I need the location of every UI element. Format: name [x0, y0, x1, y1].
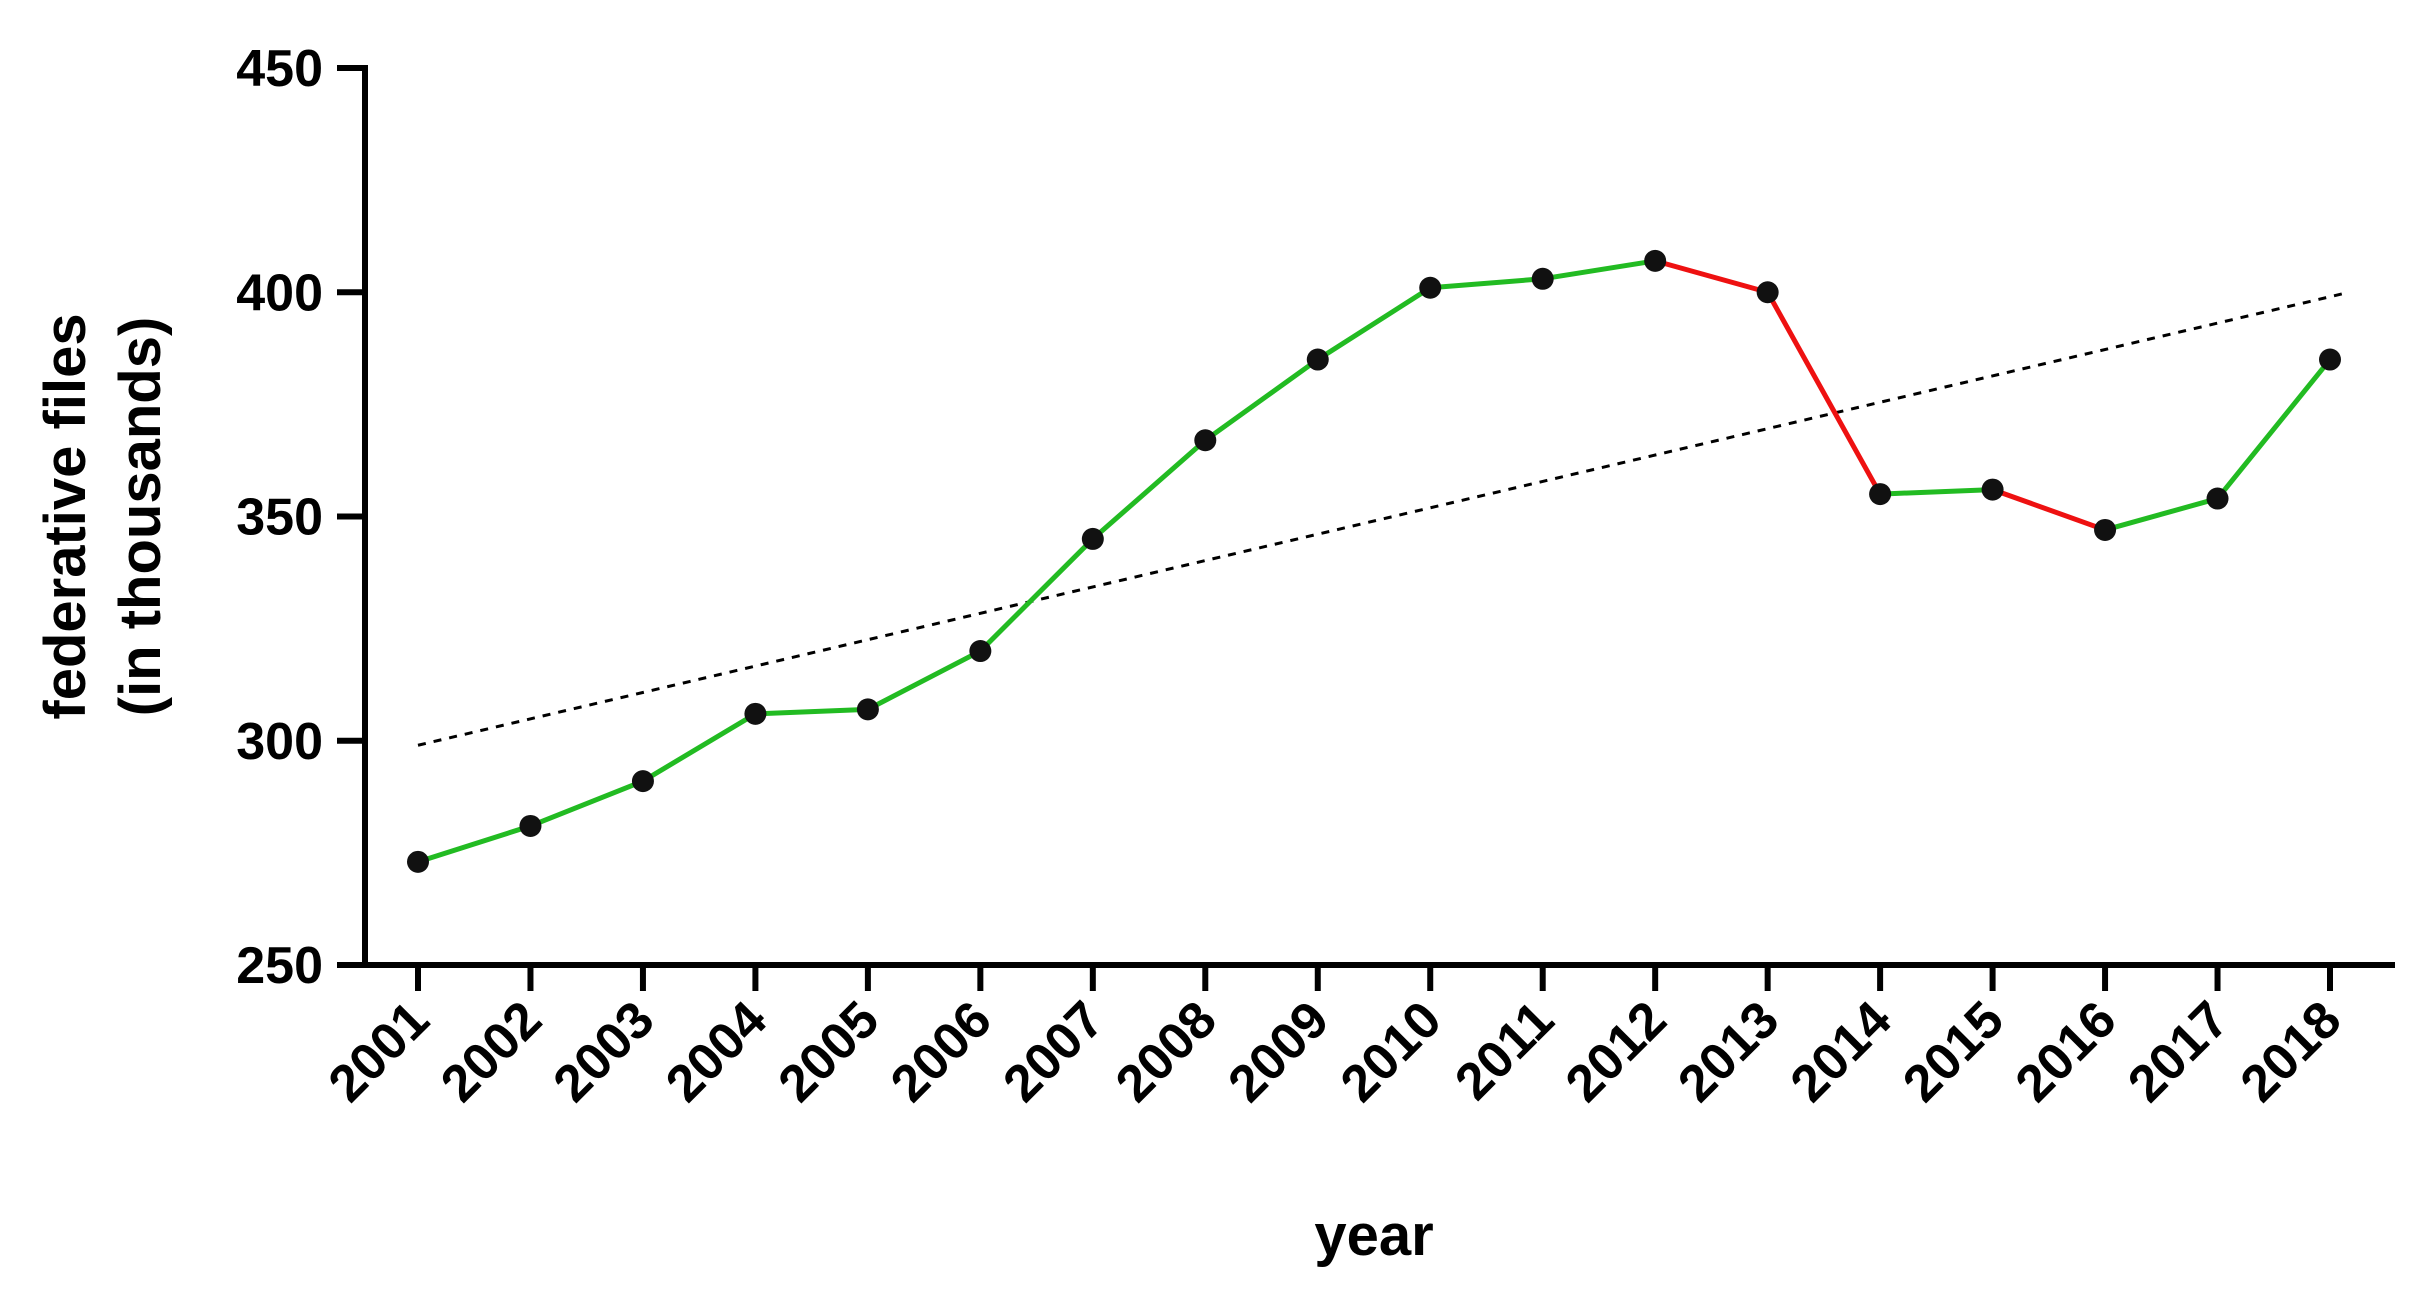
line-segment: [1090, 437, 1208, 542]
x-tick-label: 2014: [1780, 990, 1903, 1113]
line-segment: [977, 536, 1096, 654]
data-point: [1419, 276, 1442, 299]
x-tick-label: 2003: [543, 990, 666, 1113]
x-tick-label: 2009: [1217, 990, 1340, 1113]
x-ticks: 2001200220032004200520062007200820092010…: [318, 965, 2353, 1113]
line-segment: [527, 778, 646, 829]
line-segment: [1202, 357, 1321, 443]
data-point: [1644, 249, 1667, 272]
y-tick-label: 350: [236, 489, 323, 547]
y-tick-label: 250: [236, 937, 323, 995]
x-tick-label: 2015: [1892, 990, 2015, 1113]
data-point: [2319, 348, 2341, 371]
x-tick-label: 2013: [1667, 990, 1790, 1113]
y-axis-title-line-2: (in thousands): [108, 317, 173, 717]
data-point: [1981, 478, 2004, 501]
data-point: [1869, 483, 1892, 506]
data-point: [969, 640, 992, 663]
line-segment: [1540, 258, 1658, 282]
x-tick-label: 2018: [2230, 990, 2353, 1113]
x-tick-label: 2007: [992, 990, 1115, 1113]
x-tick-label: 2012: [1555, 990, 1678, 1113]
y-tick-label: 400: [236, 264, 323, 322]
line-segment: [1877, 487, 1996, 497]
trendline-group: [417, 291, 2349, 747]
line-segment: [640, 711, 758, 784]
line-segment: [1990, 487, 2108, 533]
data-point: [1081, 527, 1104, 550]
line-segment: [1427, 276, 1546, 291]
x-tick-label: 2001: [318, 990, 441, 1113]
x-tick-label: 2016: [2005, 990, 2128, 1113]
data-point: [1306, 348, 1329, 371]
x-tick-label: 2005: [768, 990, 891, 1113]
data-point: [1756, 281, 1779, 304]
line-segment: [865, 648, 983, 712]
x-tick-label: 2004: [655, 990, 778, 1113]
line-segment: [1652, 258, 1771, 295]
y-tick-label: 300: [236, 713, 323, 771]
line-segment: [1765, 289, 1883, 497]
y-tick-label: 450: [236, 40, 323, 98]
data-point: [1194, 429, 1217, 452]
x-tick-label: 2010: [1330, 990, 1453, 1113]
line-segment: [2102, 496, 2221, 533]
x-axis-title: year: [1314, 1203, 1433, 1268]
trendline: [417, 291, 2349, 747]
line-segment: [1315, 285, 1433, 363]
x-tick-label: 2017: [2117, 990, 2240, 1113]
data-point: [856, 698, 879, 721]
series-line: [415, 258, 2333, 865]
axes: [362, 65, 2395, 968]
line-segment: [752, 706, 871, 717]
x-tick-label: 2002: [430, 990, 553, 1113]
y-axis-title-line-1: federative files: [33, 313, 98, 719]
x-tick-label: 2011: [1444, 990, 1565, 1111]
data-point: [407, 850, 429, 873]
data-point: [744, 702, 767, 725]
y-ticks: 250 300 350 400 450: [236, 40, 365, 995]
data-point: [1531, 267, 1554, 290]
data-point: [519, 814, 542, 837]
data-point: [631, 770, 654, 793]
data-point: [2094, 518, 2117, 541]
series-points: [407, 249, 2341, 873]
line-segment: [2215, 357, 2333, 502]
x-tick-label: 2008: [1105, 990, 1228, 1113]
line-segment: [415, 823, 533, 865]
data-point: [2206, 487, 2229, 510]
x-tick-label: 2006: [880, 990, 1003, 1113]
